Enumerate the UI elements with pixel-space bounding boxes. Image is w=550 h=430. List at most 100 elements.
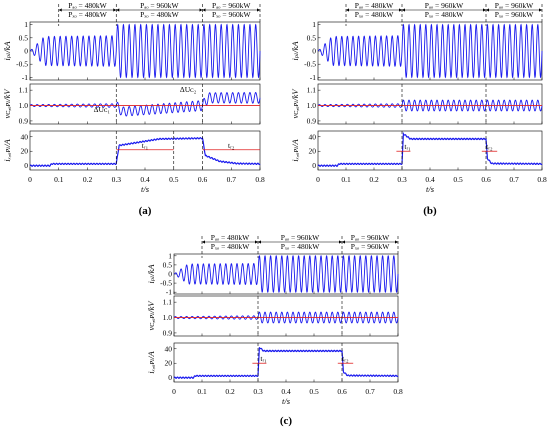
x-tick-label: 0.8 <box>393 387 403 396</box>
pdc-label: Pₓₒ = 480kW <box>425 10 464 19</box>
arrow-head <box>339 240 342 244</box>
y-tick-label: 0 <box>168 270 172 279</box>
x-tick-label: 0.3 <box>397 175 407 184</box>
x-tick-label: 0.2 <box>225 387 235 396</box>
pdc-label: Pₓₒ = 960kW <box>212 10 251 19</box>
panel-label: (b) <box>423 205 437 217</box>
x-tick-label: 0.5 <box>309 387 319 396</box>
x-tick-label: 0.4 <box>425 175 435 184</box>
arrow-head <box>116 8 120 12</box>
y-tick-label: 1 <box>168 251 172 260</box>
response-time-label: tᵣ₂ <box>228 141 235 150</box>
pdc-label: Pₓₒ = 960kW <box>351 242 390 251</box>
x-tick-label: 0.6 <box>198 175 208 184</box>
y-tick-label: -1 <box>310 73 316 82</box>
x-tick-label: 0.7 <box>365 387 375 396</box>
y-tick-label: 20 <box>165 359 173 368</box>
arrow-head <box>395 240 398 244</box>
panel-label: (a) <box>139 205 152 217</box>
y-tick-label: -0.5 <box>16 60 28 69</box>
dc-current-trace <box>29 136 261 167</box>
x-tick-label: 0.2 <box>369 175 379 184</box>
arrow-head <box>342 240 345 244</box>
x-tick-label: 0.4 <box>140 175 150 184</box>
arrow-head <box>255 240 258 244</box>
y-tick-label: 0 <box>24 161 28 170</box>
y-tick-label: 0 <box>312 161 316 170</box>
pac-label: Pₐₒ = 960kW <box>281 233 320 242</box>
pac-label: Pₐₒ = 960kW <box>495 1 534 10</box>
pcc-current-trace <box>317 23 543 79</box>
pcc-current-trace <box>29 23 261 79</box>
y-tick-label: -0.5 <box>160 279 172 288</box>
x-tick-label: 0.1 <box>54 175 64 184</box>
voltage-deviation-label: ΔUᴄ₁ <box>94 105 111 114</box>
y-axis-label: iₓ,ₐᴘₗ/A <box>146 350 156 373</box>
arrow-head <box>486 8 489 12</box>
dc-current-trace <box>317 131 543 167</box>
arrow-head <box>257 8 260 12</box>
x-tick-label: 0.5 <box>453 175 463 184</box>
y-axis-label: iₚₗ/kA <box>146 264 156 284</box>
response-time-label: tᵣ₂ <box>486 142 493 151</box>
y-tick-label: 1 <box>24 20 28 29</box>
pdc-label: Pₓₒ = 960kW <box>495 10 534 19</box>
pdc-label: Pₓₒ = 480kW <box>140 10 179 19</box>
arrow-head <box>258 240 261 244</box>
x-tick-label: 0.8 <box>537 175 547 184</box>
arrow-head <box>113 8 117 12</box>
x-tick-label: 0.8 <box>255 175 265 184</box>
y-axis-label: iₚₗ/kA <box>2 41 12 61</box>
x-tick-label: 0.7 <box>227 175 237 184</box>
pdc-label: Pₓₒ = 480kW <box>355 10 394 19</box>
response-time-label: tᵣ₁ <box>142 141 149 150</box>
y-axis-label: vᴄ,ₐᴘₗ/kV <box>2 88 12 119</box>
arrow-head <box>539 8 542 12</box>
x-tick-label: 0 <box>28 175 32 184</box>
x-tick-label: 0.3 <box>253 387 263 396</box>
arrow-head <box>58 8 62 12</box>
dc-current-trace <box>173 347 399 379</box>
x-axis-label: t/s <box>282 396 291 406</box>
y-tick-label: 0.5 <box>163 260 173 269</box>
arrow-head <box>202 8 206 12</box>
x-tick-label: 0.6 <box>481 175 491 184</box>
y-tick-label: 0 <box>312 47 316 56</box>
pac-label: Pₐₒ = 960kW <box>351 233 390 242</box>
y-tick-label: 40 <box>21 132 29 141</box>
y-tick-label: 1.0 <box>163 313 173 322</box>
x-tick-label: 0.3 <box>112 175 122 184</box>
arrow-head <box>346 8 349 12</box>
y-tick-label: 0 <box>24 47 28 56</box>
y-tick-label: 20 <box>309 147 317 156</box>
y-tick-label: -1 <box>166 288 172 297</box>
pac-label: Pₐₒ = 960kW <box>425 1 464 10</box>
x-tick-label: 0 <box>172 387 176 396</box>
y-tick-label: 40 <box>165 344 173 353</box>
pac-label: Pₐₒ = 960kW <box>212 1 251 10</box>
pdc-label: Pₓₒ = 480kW <box>68 10 107 19</box>
x-tick-label: 0.1 <box>341 175 351 184</box>
response-time-label: tᵣ₁ <box>260 354 267 363</box>
arrow-head <box>399 8 402 12</box>
x-tick-label: 0.6 <box>337 387 347 396</box>
y-tick-label: 0.9 <box>163 328 173 337</box>
pac-label: Pₐₒ = 480kW <box>355 1 394 10</box>
pac-label: Pₐₒ = 480kW <box>211 233 250 242</box>
y-tick-label: 20 <box>21 147 29 156</box>
y-tick-label: 1 <box>312 20 316 29</box>
pac-label: Pₐₒ = 480kW <box>68 1 107 10</box>
y-tick-label: 0.9 <box>307 116 317 125</box>
y-tick-label: 1.1 <box>307 86 317 95</box>
arrow-head <box>202 240 205 244</box>
x-tick-label: 0.5 <box>169 175 179 184</box>
voltage-deviation-label: ΔUᴄ₂ <box>180 85 197 94</box>
x-tick-label: 0 <box>316 175 320 184</box>
response-time-label: tᵣ₁ <box>404 142 411 151</box>
y-tick-label: -1 <box>22 73 28 82</box>
y-tick-label: 1.0 <box>19 101 29 110</box>
pdc-label: Pₓₒ = 480kW <box>281 242 320 251</box>
y-axis-label: vᴄ,ₐᴘₗ/kV <box>146 300 156 331</box>
x-tick-label: 0.4 <box>281 387 291 396</box>
